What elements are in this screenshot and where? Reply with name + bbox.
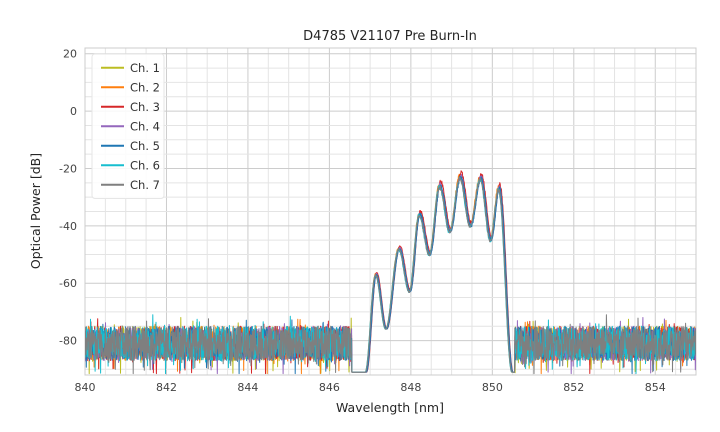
- series-layer: [85, 170, 696, 375]
- chart-title: D4785 V21107 Pre Burn-In: [303, 29, 477, 44]
- grid-layer: [84, 48, 697, 375]
- x-tick-label: 850: [482, 381, 503, 394]
- x-tick-label: 854: [645, 381, 666, 394]
- x-tick-label: 842: [156, 381, 177, 394]
- x-tick-label: 840: [75, 381, 96, 394]
- x-tick-label: 844: [237, 381, 258, 394]
- y-tick-label: -40: [59, 220, 77, 233]
- x-tick-label: 846: [319, 381, 340, 394]
- y-tick-label: 20: [63, 48, 77, 61]
- legend-label-5: Ch. 5: [130, 139, 160, 153]
- y-axis-label: Optical Power [dB]: [28, 153, 43, 269]
- y-tick-label: -20: [59, 162, 77, 175]
- x-tick-label: 848: [400, 381, 421, 394]
- plot-border: [84, 47, 697, 376]
- tick-layer: 840 842 844 846 848 850 852 854 20 0 -20 -40 -60 -80: [59, 48, 666, 394]
- legend-label-6: Ch. 6: [130, 158, 160, 172]
- legend: Ch. 1 Ch. 2 Ch. 3 Ch. 4 Ch. 5 Ch. 6 Ch. 7: [91, 53, 165, 199]
- y-tick-label: 0: [70, 105, 77, 118]
- legend-label-7: Ch. 7: [130, 178, 160, 192]
- legend-label-4: Ch. 4: [130, 119, 160, 133]
- legend-label-3: Ch. 3: [130, 100, 160, 114]
- x-tick-label: 852: [563, 381, 584, 394]
- y-tick-label: -60: [59, 277, 77, 290]
- legend-label-1: Ch. 1: [130, 61, 160, 75]
- y-tick-label: -80: [59, 335, 77, 348]
- legend-label-2: Ch. 2: [130, 80, 160, 94]
- series-line-ch-5: [85, 176, 696, 375]
- x-axis-label: Wavelength [nm]: [336, 400, 444, 415]
- legend-box: [91, 53, 165, 199]
- series-line-ch-7: [85, 176, 696, 375]
